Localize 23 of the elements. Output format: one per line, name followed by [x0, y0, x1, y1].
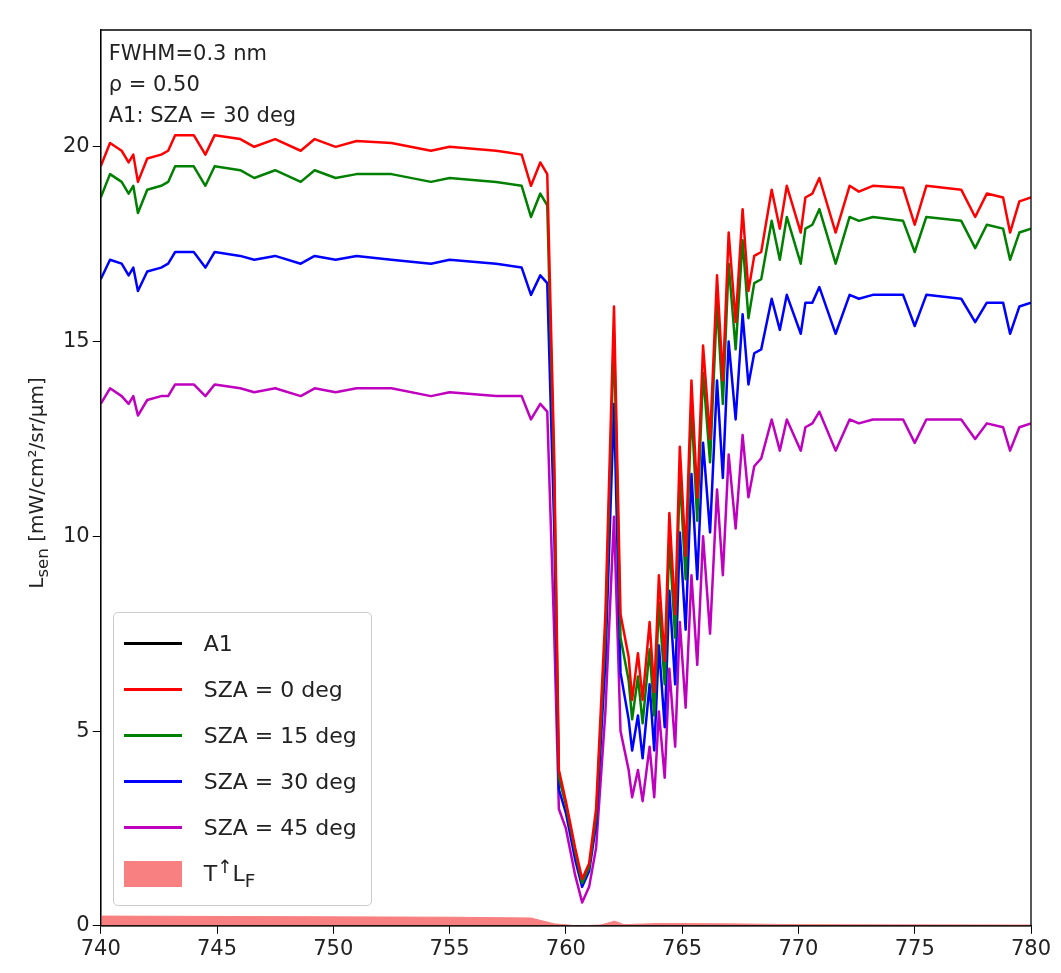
x-tick-label: 760	[545, 935, 586, 960]
x-tick-label: 755	[429, 935, 470, 960]
x-tick-label: 745	[196, 935, 238, 960]
y-tick-label: 20	[62, 133, 90, 158]
legend-label: SZA = 30 deg	[203, 769, 357, 795]
legend-label: A1	[203, 631, 233, 657]
legend-label: T$^{↑}$L$_{F}$	[203, 856, 256, 892]
x-tick-label: 780	[1010, 935, 1052, 960]
annotation: ρ = 0.50	[108, 71, 201, 98]
annotation: FWHM=0.3 nm	[108, 40, 268, 67]
x-tick-label: 750	[313, 935, 354, 960]
legend-label: SZA = 15 deg	[203, 723, 357, 749]
annotation: A1: SZA = 30 deg	[108, 102, 297, 129]
y-tick-label: 15	[62, 328, 90, 353]
y-tick-label: 0	[76, 912, 90, 937]
y-tick-label: 5	[76, 717, 90, 742]
legend-label: SZA = 45 deg	[203, 815, 357, 841]
legend-label: SZA = 0 deg	[203, 677, 343, 703]
x-tick-label: 770	[778, 935, 819, 960]
y-tick-label: 10	[62, 522, 90, 547]
x-tick-label: 775	[894, 935, 935, 960]
x-tick-label: 740	[80, 935, 121, 960]
x-tick-label: 765	[662, 935, 703, 960]
